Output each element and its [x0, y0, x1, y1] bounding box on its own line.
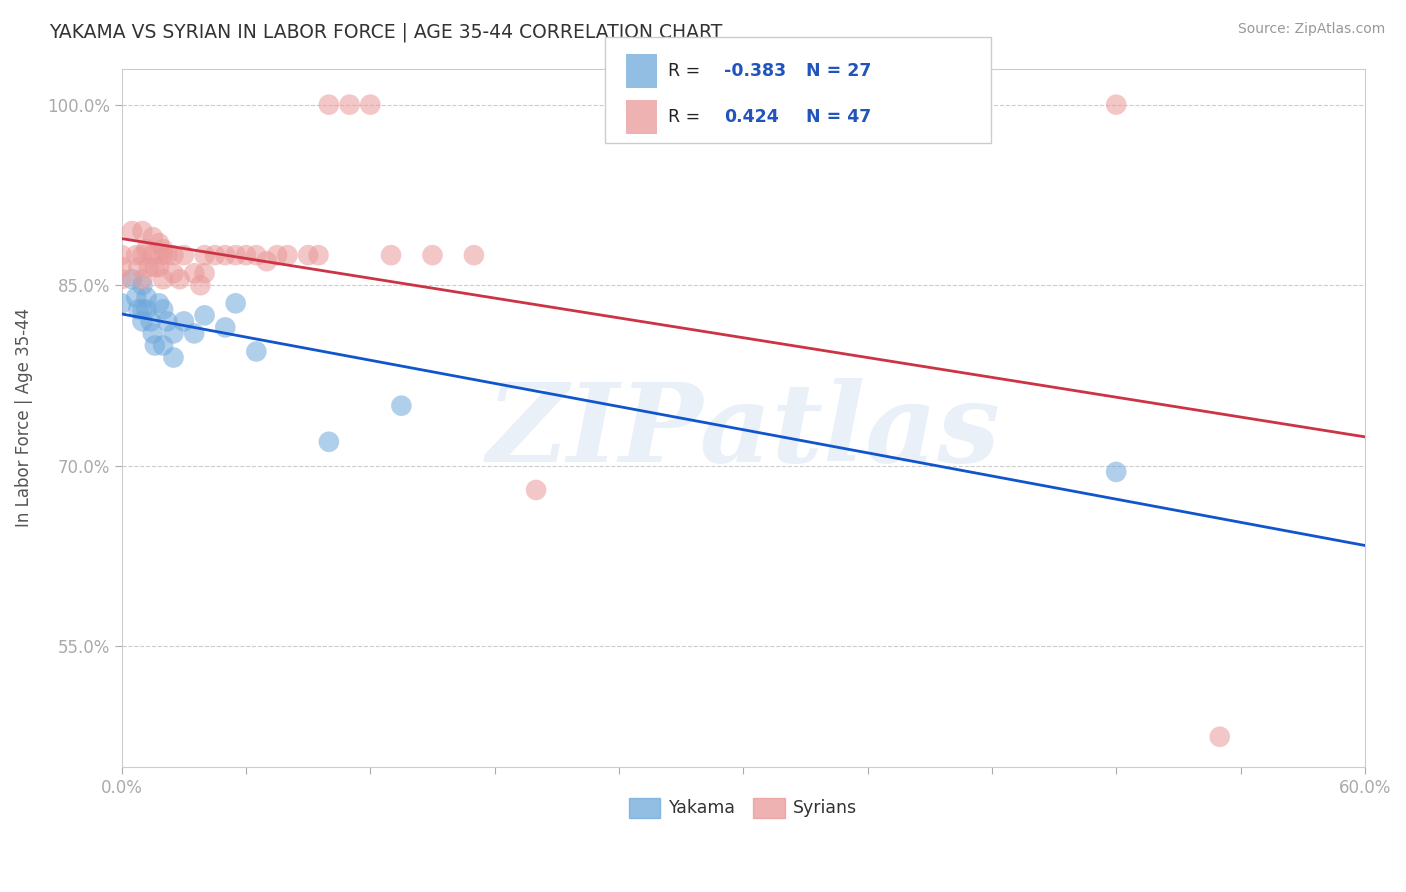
Point: [297, 248, 319, 262]
Y-axis label: In Labor Force | Age 35-44: In Labor Force | Age 35-44: [15, 308, 32, 527]
Point: [131, 302, 153, 317]
Point: [318, 434, 340, 449]
Point: [204, 248, 226, 262]
Point: [256, 254, 278, 268]
Point: [225, 248, 247, 262]
Point: [125, 248, 148, 262]
Point: [156, 314, 179, 328]
Point: [389, 399, 412, 413]
Point: [121, 224, 143, 238]
Point: [225, 296, 247, 310]
Point: [169, 272, 191, 286]
Point: [138, 260, 160, 275]
Point: [422, 248, 444, 262]
Point: [156, 248, 179, 262]
Text: N = 47: N = 47: [794, 108, 872, 126]
Point: [127, 302, 149, 317]
Point: [131, 314, 153, 328]
Point: [308, 248, 330, 262]
Point: [339, 97, 361, 112]
Point: [1105, 465, 1128, 479]
Point: [245, 248, 267, 262]
Point: [131, 248, 153, 262]
Legend: Yakama, Syrians: Yakama, Syrians: [621, 790, 865, 824]
Point: [152, 302, 174, 317]
Point: [111, 248, 134, 262]
Point: [143, 260, 166, 275]
Point: [135, 290, 157, 304]
Point: [135, 302, 157, 317]
Text: -0.383: -0.383: [724, 62, 786, 79]
Point: [131, 272, 153, 286]
Point: [142, 248, 165, 262]
Point: [245, 344, 267, 359]
Point: [111, 272, 134, 286]
Text: N = 27: N = 27: [794, 62, 872, 79]
Point: [214, 248, 236, 262]
Text: YAKAMA VS SYRIAN IN LABOR FORCE | AGE 35-44 CORRELATION CHART: YAKAMA VS SYRIAN IN LABOR FORCE | AGE 35…: [49, 22, 723, 42]
Point: [193, 309, 215, 323]
Point: [152, 338, 174, 352]
Point: [1209, 730, 1232, 744]
Point: [524, 483, 547, 497]
Point: [139, 314, 162, 328]
Point: [276, 248, 298, 262]
Point: [318, 97, 340, 112]
Point: [162, 326, 184, 341]
Point: [235, 248, 257, 262]
Point: [143, 338, 166, 352]
Point: [173, 314, 195, 328]
Point: [148, 260, 170, 275]
Point: [173, 248, 195, 262]
Point: [152, 242, 174, 256]
Text: 0.424: 0.424: [724, 108, 779, 126]
Text: ZIPatlas: ZIPatlas: [486, 378, 1000, 485]
Point: [131, 224, 153, 238]
Point: [148, 236, 170, 251]
Text: Source: ZipAtlas.com: Source: ZipAtlas.com: [1237, 22, 1385, 37]
Point: [148, 296, 170, 310]
Point: [183, 266, 205, 280]
Point: [162, 266, 184, 280]
Point: [131, 278, 153, 293]
Point: [190, 278, 212, 293]
Point: [111, 296, 134, 310]
Point: [152, 272, 174, 286]
Point: [135, 242, 157, 256]
Point: [111, 260, 134, 275]
Point: [121, 272, 143, 286]
Point: [152, 248, 174, 262]
Point: [193, 248, 215, 262]
Point: [142, 326, 165, 341]
Point: [142, 230, 165, 244]
Point: [162, 351, 184, 365]
Point: [125, 290, 148, 304]
Point: [162, 248, 184, 262]
Text: R =: R =: [668, 108, 706, 126]
Point: [127, 260, 149, 275]
Point: [380, 248, 402, 262]
Point: [1105, 97, 1128, 112]
Point: [183, 326, 205, 341]
Point: [193, 266, 215, 280]
Point: [266, 248, 288, 262]
Point: [463, 248, 485, 262]
Point: [214, 320, 236, 334]
Text: R =: R =: [668, 62, 706, 79]
Point: [359, 97, 381, 112]
